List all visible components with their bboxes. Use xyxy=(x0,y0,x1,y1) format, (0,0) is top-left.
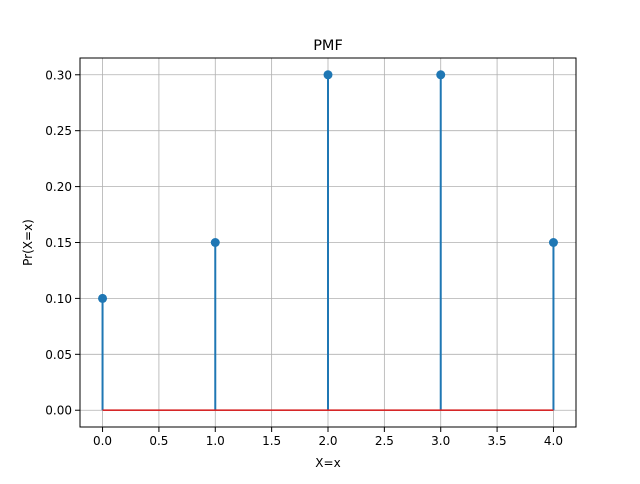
x-tick-label: 3.0 xyxy=(431,434,450,448)
x-tick-label: 1.5 xyxy=(262,434,281,448)
y-tick-label: 0.20 xyxy=(45,180,72,194)
y-tick-label: 0.05 xyxy=(45,348,72,362)
chart-title: PMF xyxy=(313,38,343,54)
x-tick-label: 0.0 xyxy=(93,434,112,448)
x-tick-label: 3.5 xyxy=(488,434,507,448)
stem-marker xyxy=(548,238,558,247)
y-tick-label: 0.25 xyxy=(45,124,72,138)
y-tick-label: 0.10 xyxy=(45,292,72,306)
stem-marker xyxy=(436,70,446,80)
x-tick-label: 1.0 xyxy=(206,434,225,448)
stem-marker xyxy=(323,70,333,80)
x-tick-label: 2.0 xyxy=(318,434,337,448)
y-axis-ticks: 0.00 0.05 0.10 0.15 0.20 0.25 0.30 xyxy=(45,68,80,418)
markers xyxy=(98,70,558,303)
y-tick-label: 0.00 xyxy=(45,404,72,418)
x-tick-label: 4.0 xyxy=(544,434,563,448)
stems xyxy=(101,74,555,411)
x-tick-label: 0.5 xyxy=(149,434,168,448)
x-axis-label: X=x xyxy=(315,456,340,470)
y-tick-label: 0.15 xyxy=(45,236,72,250)
x-axis-ticks: 0.0 0.5 1.0 1.5 2.0 2.5 3.0 3.5 4.0 xyxy=(93,427,563,448)
x-tick-label: 2.5 xyxy=(375,434,394,448)
y-axis-label: Pr(X=x) xyxy=(21,219,35,266)
y-tick-label: 0.30 xyxy=(45,68,72,82)
stem-marker xyxy=(210,238,220,247)
stem-marker xyxy=(98,293,108,303)
